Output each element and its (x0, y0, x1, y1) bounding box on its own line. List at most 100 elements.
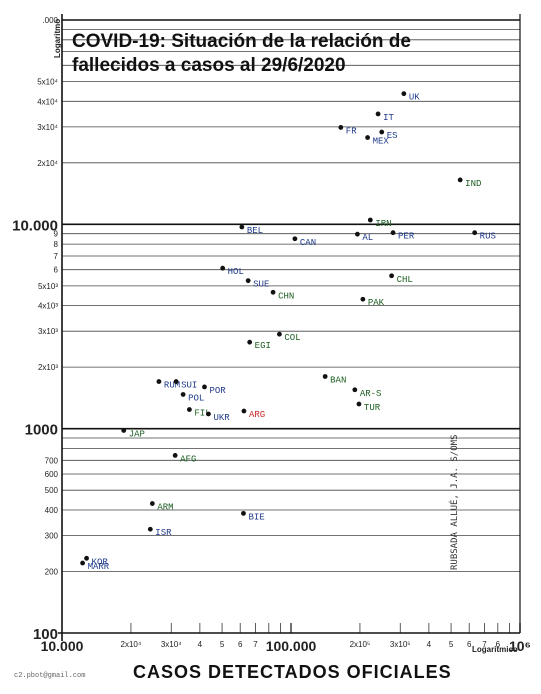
data-point (292, 236, 298, 242)
data-point-label: ISR (155, 528, 172, 538)
data-point (173, 379, 179, 384)
y-tick-label: 600 (45, 470, 59, 479)
data-point-label: SUI (181, 381, 197, 391)
x-scale-label: Logaritmico (472, 645, 518, 654)
y-scale-label: Logaritmo (53, 19, 62, 58)
y-tick-label: 2x10⁴ (37, 159, 58, 168)
data-point-label: HOL (228, 267, 244, 277)
data-point (156, 379, 162, 384)
x-tick-label: 2x10⁵ (350, 640, 371, 649)
data-point (401, 91, 407, 97)
data-point-label: AL (362, 233, 373, 243)
x-tick-label: 3x10⁴ (161, 640, 182, 649)
data-point (241, 510, 246, 516)
data-point-label: CHN (278, 291, 294, 301)
data-point-label: JAP (129, 429, 145, 439)
x-tick-label: 3x10⁵ (390, 640, 411, 649)
data-point (389, 273, 395, 279)
data-point-label: COL (284, 333, 300, 343)
data-point-label: POR (209, 386, 226, 396)
data-point-label: MEX (373, 137, 390, 147)
data-point-label: BEL (247, 226, 263, 236)
axes (58, 14, 521, 641)
y-tick-label: 6 (54, 266, 59, 275)
data-point (149, 501, 155, 506)
x-tick-label: 4 (198, 640, 203, 649)
x-tick-label: 7 (253, 640, 258, 649)
x-tick-label: 5 (220, 640, 225, 649)
data-point-label: BIE (248, 512, 264, 522)
y-tick-label: 500 (45, 486, 59, 495)
y-tick-label: 5x10³ (38, 282, 58, 291)
data-point (356, 401, 362, 407)
y-tick-label: 300 (45, 532, 59, 541)
data-point (220, 265, 226, 271)
credit-text: c2.pbot@gmail.com (14, 672, 86, 680)
data-point-label: CAN (300, 238, 316, 248)
data-point (245, 278, 251, 284)
data-point (277, 331, 282, 337)
x-tick-label: 100.000 (266, 638, 317, 654)
data-point-label: RUS (480, 232, 496, 242)
y-tick-label: 700 (45, 456, 59, 465)
y-tick-label: 200 (45, 567, 59, 576)
data-point (352, 387, 358, 393)
data-point-label: FIL (194, 409, 210, 419)
data-point-label: POL (188, 393, 204, 403)
data-point-label: ES (387, 131, 398, 141)
data-point-label: ARM (157, 503, 173, 513)
y-tick-label: 2x10³ (38, 363, 58, 372)
data-point-label: BAN (330, 376, 346, 386)
data-point-label: KOR (92, 557, 109, 567)
data-point-label: TUR (364, 403, 381, 413)
y-tick-label: 400 (45, 506, 59, 515)
data-point-label: ARG (249, 410, 265, 420)
data-point (241, 408, 247, 414)
x-axis-label: CASOS DETECTADOS OFICIALES (133, 662, 452, 682)
data-point-label: IT (383, 113, 394, 123)
data-point (147, 526, 153, 532)
data-point (322, 374, 328, 379)
data-point (365, 135, 370, 140)
data-point (180, 392, 186, 397)
data-point (367, 217, 373, 223)
data-point-label: FR (346, 126, 357, 136)
y-tick-label: 3x10³ (38, 327, 58, 336)
data-point (338, 125, 344, 130)
data-point-label: AFG (180, 454, 196, 464)
chart-title: COVID-19: Situación de la relación de fa… (72, 31, 411, 76)
y-tick-label: .000 (42, 16, 58, 25)
horizontal-grid (62, 19, 520, 634)
vertical-grid (61, 623, 521, 633)
y-tick-label: 7 (54, 252, 59, 261)
data-point-label: EGI (255, 341, 271, 351)
x-tick-label: 2x10⁴ (121, 640, 142, 649)
data-point-label: MARR (88, 562, 110, 572)
data-point-label: IND (465, 179, 481, 189)
data-point (457, 177, 463, 183)
x-tick-label: 5 (449, 640, 454, 649)
y-tick-label: 4x10³ (38, 302, 58, 311)
data-point (390, 230, 396, 236)
y-tick-label: 100 (33, 626, 58, 643)
y-tick-label: 8 (54, 240, 59, 249)
data-point (121, 428, 127, 433)
data-point (355, 231, 360, 237)
data-point-label: UKR (213, 413, 230, 423)
y-tick-label: 1000 (25, 422, 58, 439)
x-tick-label: 7 (482, 640, 487, 649)
data-point (202, 384, 207, 390)
data-point (379, 129, 385, 135)
data-point (239, 224, 245, 230)
x-tick-labels: 10.000 2x10⁴ 3x10⁴ 4 5 6 7 100.000 2x10⁵ 3x10⁵ 4 5 6… (41, 638, 531, 654)
data-point (472, 230, 478, 236)
x-tick-label: 6 (496, 640, 501, 649)
x-tick-label: 10⁶ (509, 638, 531, 654)
y-tick-label: 3x10⁴ (37, 123, 58, 132)
data-point-label: CHL (397, 275, 413, 285)
data-point (375, 111, 381, 117)
y-tick-label: 10.000 (12, 217, 58, 234)
data-point-label: RUM (164, 381, 180, 391)
